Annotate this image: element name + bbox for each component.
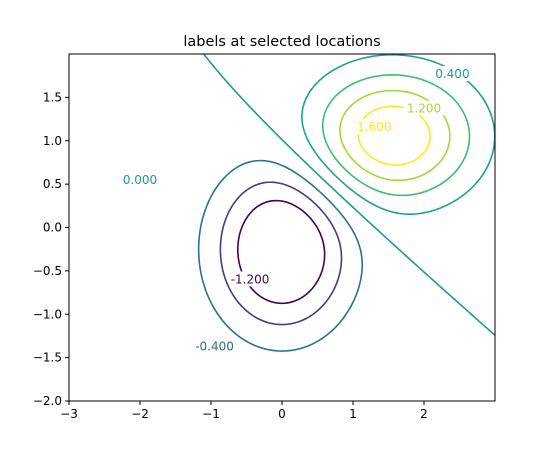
y-axis: −2.0 −1.5 −1.0 −0.5 0.0 0.5 1.0 1.5 [33,90,69,408]
contour-level-line [301,54,495,215]
x-tick-label: 2 [420,407,428,421]
contour-level-line [237,199,326,305]
y-tick-label: 0.0 [43,221,62,235]
x-tick-label: 0 [278,407,286,421]
y-tick-label: −1.5 [33,351,62,365]
contour-label-background [230,271,271,287]
contour-label-background [432,65,473,81]
contour-label-background [194,338,235,354]
x-tick-label: −2 [131,407,149,421]
contour-label: -0.400 [195,339,234,353]
x-axis: −3 −2 −1 0 1 2 [60,401,428,421]
contour-label: 0.000 [123,173,157,187]
contour-level-line [219,181,343,326]
contour-label: -1.200 [231,273,270,287]
chart-title: labels at selected locations [183,34,380,50]
x-tick-label: −3 [60,407,78,421]
y-tick-label: 1.5 [43,90,62,104]
x-tick-label: −1 [202,407,220,421]
contour-label-background [354,118,395,134]
contour-label: 1.200 [407,102,441,116]
contour-lines [197,54,495,352]
y-tick-label: −2.0 [33,394,62,408]
x-tick-label: 1 [349,407,357,421]
contour-label-background [404,100,444,116]
contour-label-background [120,171,160,187]
y-tick-label: 0.5 [43,177,62,191]
contour-level-line [197,159,363,352]
contour-label: 0.400 [435,67,469,81]
y-tick-label: −0.5 [33,264,62,278]
contour-level-line [321,74,471,197]
contour-labels: 0.400 1.200 1.600 0.000 -1.200 -0.400 [120,65,473,354]
contour-label: 1.600 [357,120,391,134]
y-tick-label: 1.0 [43,134,62,148]
y-tick-label: −1.0 [33,307,62,321]
